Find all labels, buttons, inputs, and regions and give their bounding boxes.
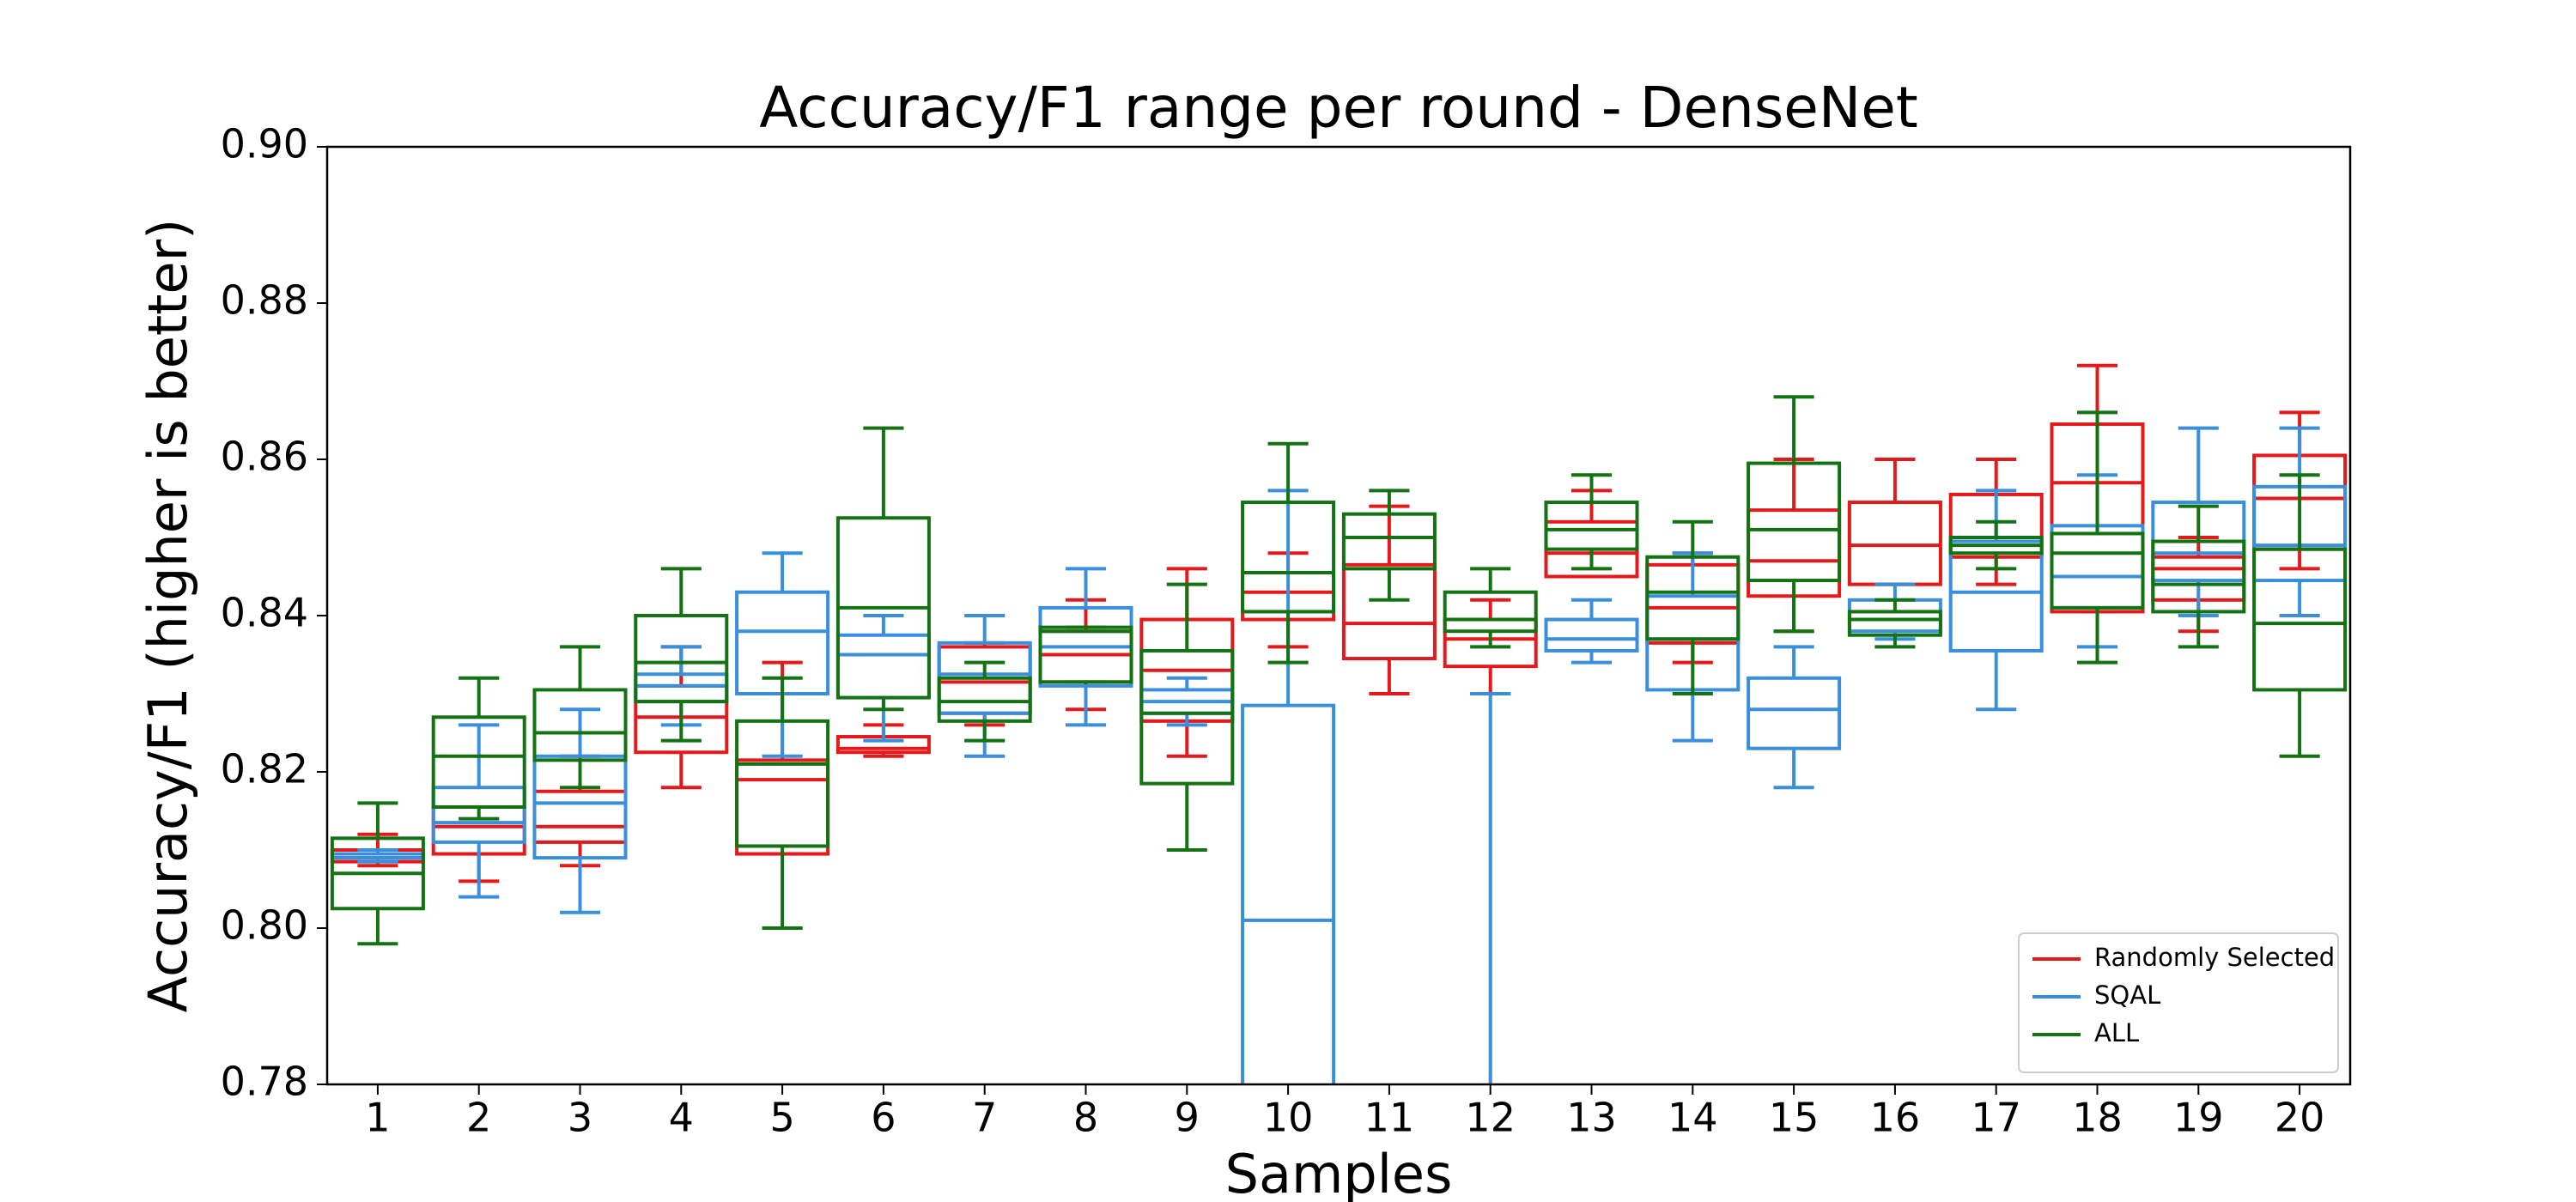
box (1241, 501, 1336, 614)
x-tick-label: 14 (1668, 1095, 1718, 1141)
x-tick-label: 5 (769, 1095, 794, 1141)
x-axis-label: Samples (1225, 1143, 1453, 1202)
box (532, 688, 628, 762)
y-tick-label: 0.80 (221, 902, 308, 949)
y-tick-label: 0.88 (221, 277, 308, 324)
box (1038, 625, 1133, 684)
y-tick-label: 0.86 (221, 434, 308, 480)
x-tick-label: 17 (1971, 1095, 2021, 1141)
box (2252, 547, 2348, 692)
box (2151, 539, 2246, 614)
x-tick-label: 4 (669, 1095, 694, 1141)
y-axis-label: Accuracy/F1 (higher is better) (137, 219, 199, 1013)
box (1847, 610, 1942, 637)
box (835, 633, 931, 700)
x-tick-label: 9 (1175, 1095, 1200, 1141)
box (2050, 531, 2145, 610)
x-tick-label: 3 (568, 1095, 592, 1141)
y-tick-label: 0.82 (221, 746, 308, 792)
box (1948, 539, 2044, 653)
box (937, 645, 1032, 715)
box (1544, 501, 1639, 551)
box (532, 789, 628, 844)
box (735, 719, 830, 848)
x-tick-label: 18 (2072, 1095, 2123, 1141)
box (2050, 524, 2145, 610)
x-tick-label: 12 (1465, 1095, 1516, 1141)
box (1645, 555, 1741, 641)
x-tick-label: 8 (1073, 1095, 1098, 1141)
legend-label: SQAL (2094, 980, 2160, 1010)
box (1747, 461, 1842, 583)
box (937, 676, 1032, 723)
x-tick-label: 16 (1870, 1095, 1921, 1141)
box (1341, 512, 1437, 571)
box (532, 754, 628, 860)
box (1341, 562, 1437, 661)
box (1241, 703, 1336, 1084)
box (735, 758, 830, 856)
x-tick-label: 6 (871, 1095, 896, 1141)
box (431, 715, 526, 809)
legend-label: ALL (2094, 1018, 2139, 1047)
x-tick-label: 11 (1364, 1095, 1415, 1141)
box (634, 614, 729, 704)
y-tick-label: 0.90 (221, 121, 308, 167)
x-tick-label: 2 (466, 1095, 491, 1141)
x-tick-label: 13 (1566, 1095, 1617, 1141)
box (1443, 590, 1538, 634)
plot-area (330, 363, 2348, 1202)
x-tick-label: 15 (1769, 1095, 1820, 1141)
box (431, 786, 526, 844)
box (1747, 676, 1842, 750)
x-tick-label: 19 (2173, 1095, 2224, 1141)
box (1139, 648, 1235, 786)
x-tick-label: 10 (1263, 1095, 1314, 1141)
x-tick-label: 20 (2275, 1095, 2325, 1141)
x-tick-label: 1 (365, 1095, 390, 1141)
box (1038, 629, 1133, 684)
y-tick-label: 0.84 (221, 590, 308, 636)
x-tick-label: 7 (972, 1095, 997, 1141)
chart-title: Accuracy/F1 range per round - DenseNet (759, 75, 1918, 141)
legend-frame (2018, 932, 2339, 1073)
legend-label: Randomly Selected (2094, 943, 2335, 972)
box (1445, 1163, 1536, 1202)
box (1847, 501, 1942, 586)
y-tick-label: 0.78 (221, 1059, 308, 1105)
box (1544, 617, 1639, 653)
